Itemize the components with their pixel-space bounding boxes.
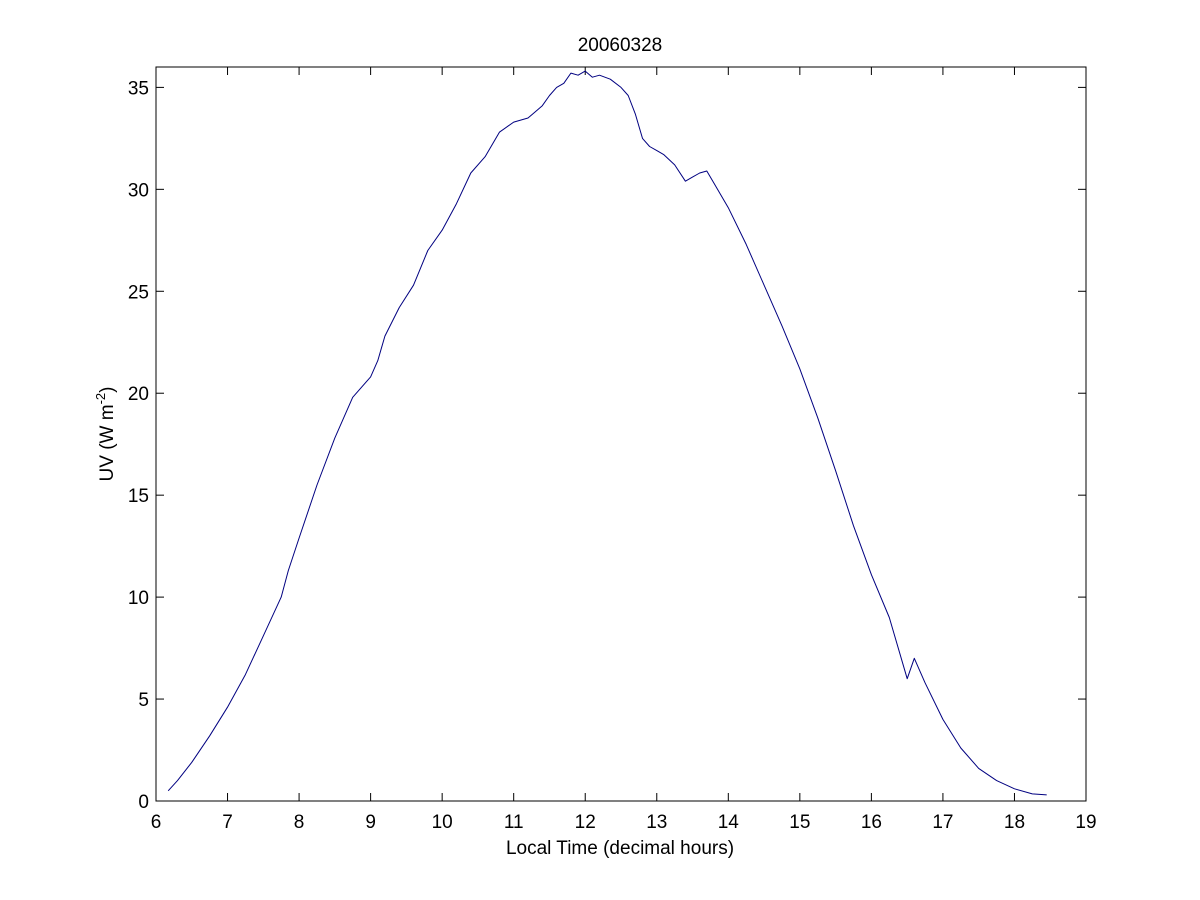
x-tick-label: 19 xyxy=(1075,812,1096,833)
y-tick-label: 25 xyxy=(128,282,149,303)
x-tick-label: 13 xyxy=(646,812,667,833)
y-axis-label-superscript: -2 xyxy=(93,393,108,405)
y-axis-label-main: UV (W m xyxy=(97,404,118,481)
x-tick-label: 15 xyxy=(789,812,810,833)
y-tick-label: 35 xyxy=(128,78,149,99)
y-tick-label: 5 xyxy=(138,690,149,711)
x-tick-label: 9 xyxy=(365,812,376,833)
y-tick-label: 20 xyxy=(128,384,149,405)
x-tick-label: 16 xyxy=(861,812,882,833)
x-axis-label: Local Time (decimal hours) xyxy=(506,838,734,859)
axis-ticks: 6 7 8 9 10 11 12 13 14 15 16 17 18 19 0 5 10 15 20 25 30 35 xyxy=(128,67,1097,833)
y-tick-label: 10 xyxy=(128,588,149,609)
x-tick-label: 18 xyxy=(1004,812,1025,833)
x-tick-label: 17 xyxy=(932,812,953,833)
uv-series-line xyxy=(167,70,1047,796)
y-axis-label-close: ) xyxy=(97,387,118,393)
axes-box xyxy=(155,66,1087,802)
y-axis-label: UV (W m-2) xyxy=(93,387,118,482)
x-tick-label: 12 xyxy=(575,812,596,833)
x-tick-label: 7 xyxy=(222,812,233,833)
y-tick-label: 30 xyxy=(128,180,149,201)
x-tick-label: 8 xyxy=(294,812,305,833)
y-tick-label: 15 xyxy=(128,486,149,507)
x-tick-label: 11 xyxy=(504,812,524,833)
x-tick-label: 6 xyxy=(151,812,162,833)
x-tick-label: 14 xyxy=(718,812,740,833)
chart-title: 20060328 xyxy=(578,35,663,56)
y-tick-label: 0 xyxy=(138,792,149,813)
x-tick-label: 10 xyxy=(432,812,453,833)
